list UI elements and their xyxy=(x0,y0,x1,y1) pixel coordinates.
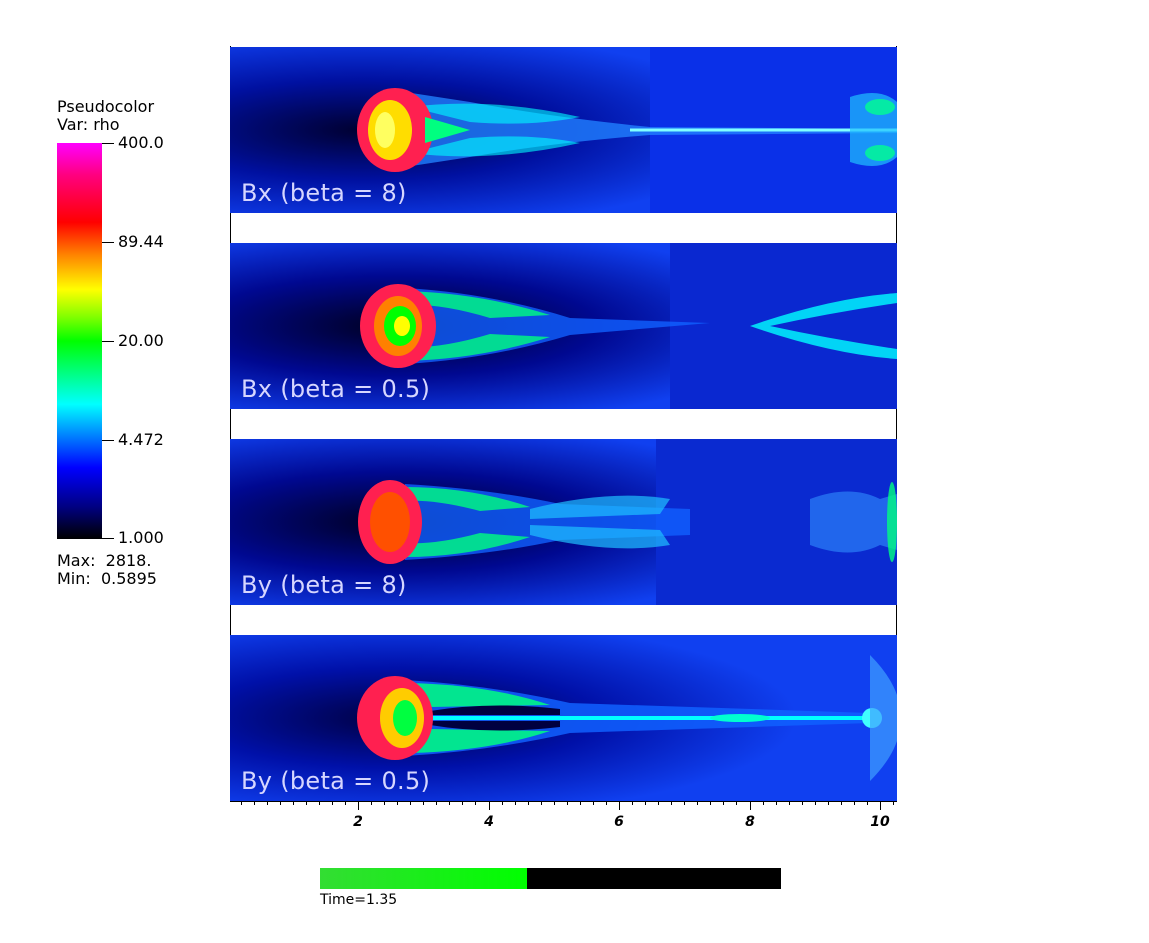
x-axis-minor-tick xyxy=(697,801,698,805)
legend-stats: Max: 2818. Min: 0.5895 xyxy=(57,552,157,588)
x-axis-minor-tick xyxy=(436,801,437,805)
x-axis-minor-tick xyxy=(384,801,385,805)
x-axis-minor-tick xyxy=(241,801,242,805)
x-axis-major-tick xyxy=(619,801,620,810)
x-axis-minor-tick xyxy=(645,801,646,805)
x-axis-minor-tick xyxy=(789,801,790,805)
legend-title-line1: Pseudocolor xyxy=(57,97,155,116)
panel-bx-beta-0-5: Bx (beta = 0.5) xyxy=(230,243,897,409)
legend-min: Min: 0.5895 xyxy=(57,569,157,588)
legend-title: Pseudocolor Var: rho xyxy=(57,98,154,134)
panel-label: By (beta = 8) xyxy=(241,571,407,599)
x-axis-minor-tick xyxy=(567,801,568,805)
x-axis-major-tick xyxy=(489,801,490,810)
x-axis-minor-tick xyxy=(332,801,333,805)
x-axis: 2 4 6 8 10 xyxy=(230,801,897,841)
colorbar-tick-label: 20.00 xyxy=(118,331,164,350)
x-axis-minor-tick xyxy=(763,801,764,805)
x-axis-minor-tick xyxy=(841,801,842,805)
x-axis-minor-tick xyxy=(802,801,803,805)
plot-frame xyxy=(230,46,897,801)
x-axis-minor-tick xyxy=(828,801,829,805)
x-axis-minor-tick xyxy=(671,801,672,805)
colorbar-tick xyxy=(102,440,114,441)
colorbar-tick xyxy=(102,538,114,539)
x-axis-minor-tick xyxy=(593,801,594,805)
panel-by-beta-8: By (beta = 8) xyxy=(230,439,897,605)
x-axis-minor-tick xyxy=(554,801,555,805)
x-axis-minor-tick xyxy=(423,801,424,805)
x-axis-major-tick xyxy=(750,801,751,810)
x-axis-tick-label: 8 xyxy=(745,814,755,830)
density-field xyxy=(230,635,897,801)
x-axis-minor-tick xyxy=(267,801,268,805)
x-axis-tick-label: 2 xyxy=(353,814,363,830)
x-axis-minor-tick xyxy=(462,801,463,805)
x-axis-major-tick xyxy=(358,801,359,810)
density-field xyxy=(230,439,897,605)
time-progress-bar xyxy=(320,868,781,889)
x-axis-minor-tick xyxy=(397,801,398,805)
x-axis-minor-tick xyxy=(319,801,320,805)
x-axis-minor-tick xyxy=(710,801,711,805)
x-axis-tick-label: 6 xyxy=(614,814,624,830)
x-axis-minor-tick xyxy=(371,801,372,805)
colorbar-tick xyxy=(102,341,114,342)
x-axis-minor-tick xyxy=(502,801,503,805)
density-field xyxy=(230,243,897,409)
colorbar xyxy=(57,143,102,539)
x-axis-minor-tick xyxy=(867,801,868,805)
legend-variable: Var: rho xyxy=(57,115,120,134)
x-axis-minor-tick xyxy=(723,801,724,805)
x-axis-minor-tick xyxy=(293,801,294,805)
x-axis-minor-tick xyxy=(658,801,659,805)
panel-by-beta-0-5: By (beta = 0.5) xyxy=(230,635,897,801)
x-axis-minor-tick xyxy=(893,801,894,805)
x-axis-minor-tick xyxy=(632,801,633,805)
panel-label: Bx (beta = 8) xyxy=(241,179,407,207)
panel-label: Bx (beta = 0.5) xyxy=(241,375,431,403)
x-axis-tick-label: 10 xyxy=(870,814,890,830)
x-axis-minor-tick xyxy=(449,801,450,805)
x-axis-minor-tick xyxy=(254,801,255,805)
density-field xyxy=(230,47,897,213)
colorbar-tick-label: 89.44 xyxy=(118,232,164,251)
time-progress-fill xyxy=(320,868,528,889)
x-axis-minor-tick xyxy=(684,801,685,805)
x-axis-tick-label: 4 xyxy=(484,814,494,830)
colorbar-tick xyxy=(102,143,114,144)
colorbar-tick-label: 400.0 xyxy=(118,133,164,152)
x-axis-minor-tick xyxy=(345,801,346,805)
x-axis-minor-tick xyxy=(580,801,581,805)
x-axis-minor-tick xyxy=(528,801,529,805)
x-axis-minor-tick xyxy=(280,801,281,805)
x-axis-minor-tick xyxy=(776,801,777,805)
time-label: Time=1.35 xyxy=(320,892,398,908)
x-axis-minor-tick xyxy=(410,801,411,805)
x-axis-minor-tick xyxy=(606,801,607,805)
x-axis-minor-tick xyxy=(475,801,476,805)
panel-bx-beta-8: Bx (beta = 8) xyxy=(230,47,897,213)
x-axis-minor-tick xyxy=(515,801,516,805)
x-axis-major-tick xyxy=(880,801,881,810)
x-axis-minor-tick xyxy=(815,801,816,805)
x-axis-line xyxy=(230,801,897,802)
colorbar-tick-label: 4.472 xyxy=(118,430,164,449)
x-axis-minor-tick xyxy=(736,801,737,805)
x-axis-minor-tick xyxy=(541,801,542,805)
colorbar-tick-label: 1.000 xyxy=(118,528,164,547)
panel-label: By (beta = 0.5) xyxy=(241,767,431,795)
colorbar-tick xyxy=(102,242,114,243)
x-axis-minor-tick xyxy=(306,801,307,805)
x-axis-minor-tick xyxy=(854,801,855,805)
legend-max: Max: 2818. xyxy=(57,551,152,570)
